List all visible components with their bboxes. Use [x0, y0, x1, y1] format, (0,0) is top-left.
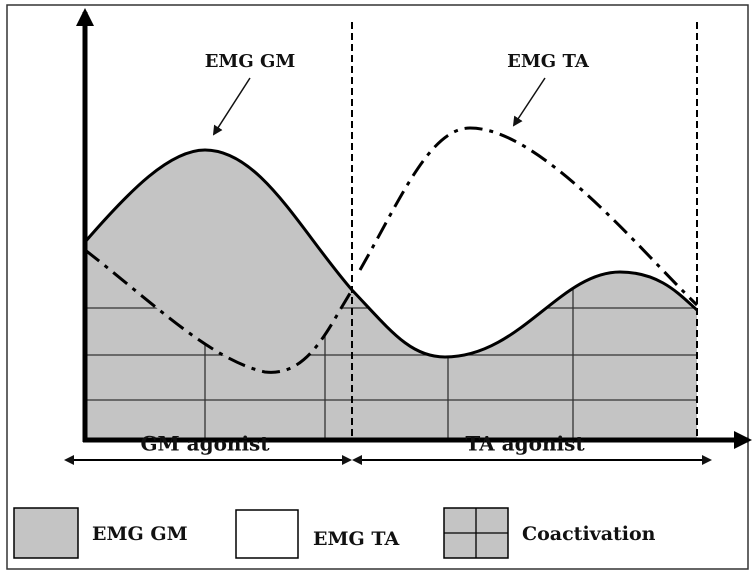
gm-area — [85, 150, 697, 440]
legend-swatch — [13, 507, 79, 559]
legend-label: EMG TA — [313, 528, 399, 550]
ta-curve — [84, 126, 699, 374]
annotation: EMG GM — [205, 51, 296, 72]
frame — [6, 4, 749, 570]
legend-swatch — [235, 509, 299, 559]
annotation-arrow — [512, 77, 546, 127]
phase-label: GM agonist — [140, 432, 270, 456]
annotation-arrow — [212, 77, 251, 136]
phase-label: TA agonist — [465, 432, 585, 456]
gm-curve — [83, 148, 698, 359]
legend-label: EMG GM — [92, 523, 188, 545]
legend-label: Coactivation — [522, 523, 656, 545]
annotation: EMG TA — [507, 51, 590, 72]
